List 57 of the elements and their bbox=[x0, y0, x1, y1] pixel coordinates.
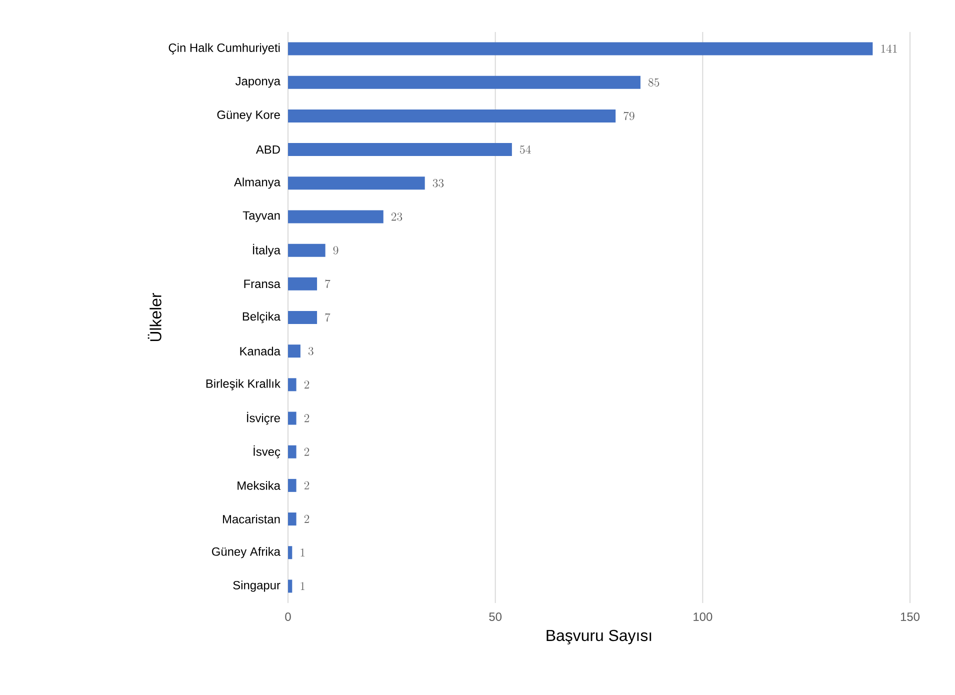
data-label: 33 bbox=[432, 179, 444, 188]
bar bbox=[288, 512, 296, 526]
bar bbox=[288, 344, 300, 358]
data-label: 23 bbox=[391, 212, 402, 221]
bar bbox=[288, 42, 873, 56]
data-label: 85 bbox=[648, 78, 660, 86]
y-tick-label: Birleşik Krallık bbox=[206, 379, 280, 390]
y-tick-label: Almanya bbox=[234, 178, 280, 189]
data-label: 1 bbox=[300, 582, 305, 590]
y-tick-label: Çin Halk Cumhuriyeti bbox=[168, 43, 280, 54]
bar bbox=[288, 244, 326, 257]
data-label: 2 bbox=[304, 380, 310, 389]
y-tick-label: Meksika bbox=[238, 481, 280, 490]
x-tick-label: 50 bbox=[489, 612, 502, 621]
data-label: 79 bbox=[624, 112, 634, 120]
y-tick-label: Kanada bbox=[240, 346, 280, 356]
data-label: 2 bbox=[304, 414, 310, 422]
y-tick-label: Fransa bbox=[244, 280, 280, 288]
x-tick-label: 0 bbox=[285, 612, 291, 621]
data-label: 2 bbox=[304, 514, 310, 523]
y-tick-label: Güney Afrika bbox=[212, 547, 280, 558]
bar bbox=[288, 277, 318, 290]
bar bbox=[288, 445, 296, 458]
bar bbox=[288, 546, 292, 560]
data-label: 7 bbox=[325, 313, 330, 322]
y-tick-label: Japonya bbox=[235, 77, 280, 88]
y-axis-title: Ülkeler bbox=[148, 292, 162, 342]
y-tick-label: İsveç bbox=[254, 445, 280, 458]
y-tick-label: Tayvan bbox=[242, 211, 280, 222]
y-tick-label: ABD bbox=[256, 145, 280, 154]
data-label: 9 bbox=[333, 246, 338, 254]
bar bbox=[288, 143, 512, 156]
y-tick-label: Singapur bbox=[233, 580, 280, 592]
data-label: 54 bbox=[520, 145, 531, 154]
y-tick-label: Macaristan bbox=[223, 514, 280, 524]
bar bbox=[288, 580, 292, 593]
x-axis-title: Başvuru Sayısı bbox=[546, 630, 652, 644]
bar bbox=[288, 412, 296, 425]
bar bbox=[288, 109, 616, 122]
bar bbox=[288, 176, 425, 190]
bar bbox=[288, 210, 384, 224]
bar bbox=[288, 76, 640, 89]
data-label: 2 bbox=[304, 481, 310, 490]
data-label: 7 bbox=[325, 280, 330, 288]
data-label: 141 bbox=[881, 44, 897, 53]
y-tick-label: İsviçre bbox=[247, 412, 280, 425]
bar bbox=[288, 378, 296, 392]
bar bbox=[288, 310, 318, 324]
y-tick-label: Belçika bbox=[242, 312, 280, 324]
bar bbox=[288, 478, 296, 492]
x-tick-label: 100 bbox=[694, 612, 712, 621]
x-tick-label: 150 bbox=[900, 612, 920, 621]
y-tick-label: Güney Kore bbox=[217, 110, 280, 122]
data-label: 1 bbox=[300, 548, 305, 556]
y-tick-label: İtalya bbox=[253, 244, 280, 257]
data-label: 2 bbox=[304, 448, 310, 456]
data-label: 3 bbox=[308, 346, 314, 356]
